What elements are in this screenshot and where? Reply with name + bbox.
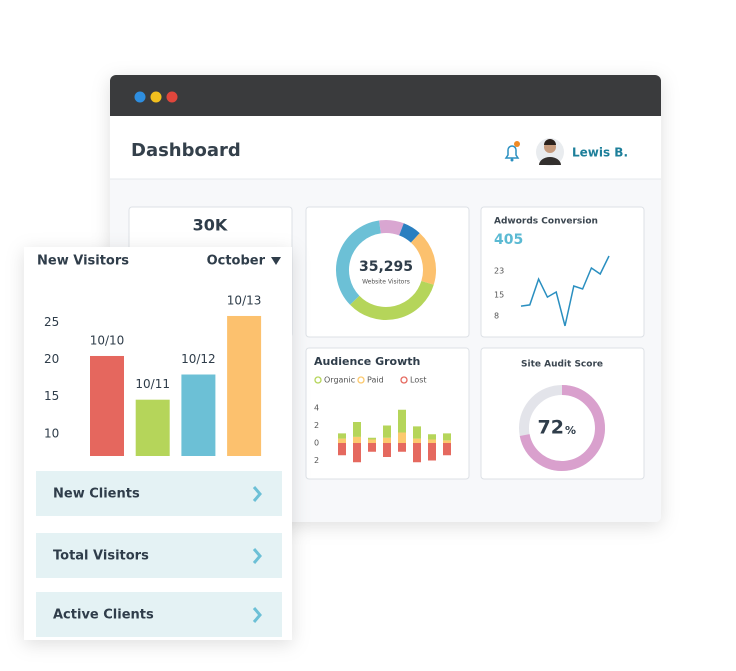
period-select[interactable]: October (207, 254, 266, 269)
legend-marker (314, 376, 322, 384)
y-tick-label: 20 (44, 352, 59, 366)
visitors-panel: New Visitors October 1015202510/1010/111… (24, 247, 292, 640)
y-tick-label: 4 (314, 404, 319, 413)
bar-segment (383, 425, 391, 438)
bar-segment (353, 422, 361, 437)
donut-total: 35,295 (359, 259, 413, 275)
donut-segment (379, 220, 404, 236)
bar-segment (368, 439, 376, 443)
notification-bell[interactable] (504, 141, 520, 162)
card-title: Audience Growth (314, 355, 420, 368)
bar-segment (443, 440, 451, 443)
donut-segment (410, 233, 436, 285)
bar-segment (368, 443, 376, 452)
bar-segment (398, 432, 406, 443)
title-bar (110, 75, 661, 116)
y-tick-label: 2 (314, 456, 319, 465)
bar-label: 10/13 (227, 293, 262, 307)
line-chart: 8 15 23 (494, 255, 610, 327)
card-title: Adwords Conversion (494, 217, 598, 227)
bar-segment (428, 439, 436, 443)
header (110, 116, 661, 179)
y-tick-label: 0 (314, 439, 319, 448)
y-tick-label: 15 (494, 291, 504, 300)
card-title: Site Audit Score (521, 360, 603, 370)
donut-chart (336, 220, 436, 320)
bar-segment (338, 433, 346, 439)
line (520, 255, 610, 327)
bar-segment (383, 443, 391, 457)
bar-segment (383, 437, 391, 443)
bar-label: 10/12 (181, 352, 216, 366)
bar-chart: 10 15 20 25 10/10 10/11 10/12 10/13 (44, 293, 261, 456)
gauge-arc (519, 385, 605, 471)
bar (227, 315, 262, 456)
bar-segment (338, 438, 346, 443)
y-tick-label: 23 (494, 267, 504, 276)
menu-button[interactable] (36, 471, 282, 516)
window-dot (166, 91, 178, 103)
gauge: 72% (519, 385, 605, 471)
menu-button[interactable] (36, 533, 282, 578)
legend-marker (357, 376, 365, 384)
legend-label: Lost (410, 376, 427, 385)
menu-item[interactable]: Total Visitors (36, 533, 282, 578)
menu-item[interactable]: New Clients (36, 471, 282, 516)
menu-item[interactable]: Active Clients (36, 592, 282, 637)
menu: New Clients Total Visitors Active Clients (36, 471, 282, 637)
donut-segment (398, 223, 420, 243)
panel-title: New Visitors (37, 254, 129, 269)
y-tick-label: 2 (314, 421, 319, 430)
page-title: Dashboard (131, 140, 241, 161)
donut-segment (336, 220, 382, 305)
bar-segment (428, 434, 436, 440)
menu-label[interactable]: Active Clients (53, 608, 154, 623)
bar-segment (443, 433, 451, 441)
bar-segment (353, 436, 361, 443)
chevron[interactable] (252, 486, 262, 502)
y-tick-label: 8 (494, 312, 499, 321)
bar-segment (413, 426, 421, 439)
legend-marker (400, 376, 408, 384)
audit-card (480, 347, 645, 480)
chevron[interactable] (252, 548, 262, 564)
legend-label: Organic (324, 376, 355, 385)
bar-segment (353, 443, 361, 463)
donut-caption: Website Visitors (362, 279, 410, 286)
bar-label: 10/10 (90, 333, 125, 347)
bar (181, 374, 216, 456)
chevron[interactable] (252, 607, 262, 623)
bar-segment (413, 438, 421, 443)
legend-label: Paid (367, 376, 384, 385)
headline: 405 (494, 232, 523, 248)
y-tick-label: 10 (44, 426, 59, 440)
window-dot (150, 91, 162, 103)
menu-label[interactable]: Total Visitors (53, 549, 149, 564)
bar-label: 10/11 (135, 377, 170, 391)
bar-segment (338, 443, 346, 456)
stat-value: 30K (193, 216, 228, 235)
menu-button[interactable] (36, 592, 282, 637)
adwords-card (480, 206, 645, 338)
avatar[interactable] (536, 138, 564, 166)
gauge-value: 72 (538, 417, 564, 439)
bar-segment (368, 437, 376, 440)
bar (90, 355, 124, 456)
window-dot (134, 91, 146, 103)
user-name[interactable]: Lewis B. (572, 146, 628, 160)
bar (135, 399, 170, 456)
bar-segment (443, 443, 451, 456)
y-tick-label: 15 (44, 389, 59, 403)
stacked-bar-chart: 4 2 0 2 Organic Paid Lost (314, 376, 451, 465)
bar-segment (398, 409, 406, 433)
menu-label[interactable]: New Clients (53, 487, 140, 502)
donut-segment (350, 280, 434, 320)
bar-segment (413, 443, 421, 463)
dropdown-arrow[interactable] (271, 257, 281, 265)
bar-segment (428, 443, 436, 461)
bar-segment (398, 443, 406, 452)
gauge-unit: % (565, 424, 576, 437)
y-tick-label: 25 (44, 315, 59, 329)
